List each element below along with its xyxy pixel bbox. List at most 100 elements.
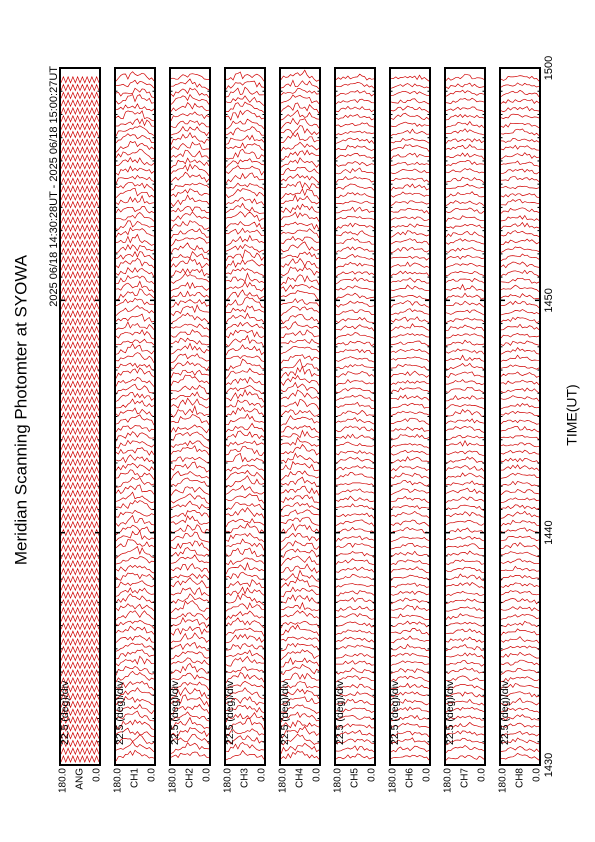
trace — [60, 130, 100, 139]
panel: 22.5 (deg)/div 180.0 0.0 CH2 — [168, 67, 213, 793]
trace — [335, 356, 375, 363]
trace — [115, 431, 155, 442]
trace — [60, 224, 100, 233]
trace — [225, 672, 265, 684]
trace — [115, 244, 155, 254]
trace — [280, 306, 320, 317]
trace — [335, 409, 374, 418]
trace — [500, 128, 540, 136]
trace — [390, 745, 430, 753]
trace — [500, 582, 540, 588]
trace — [500, 676, 540, 682]
trace — [225, 95, 265, 106]
trace — [115, 524, 155, 536]
trace — [390, 668, 430, 674]
trace — [335, 370, 375, 378]
trace — [115, 680, 155, 691]
trace — [280, 289, 320, 302]
trace — [115, 392, 155, 402]
trace — [225, 321, 265, 331]
trace — [445, 394, 485, 402]
trace — [170, 163, 210, 177]
trace — [115, 499, 155, 511]
trace — [390, 550, 430, 558]
trace — [500, 284, 540, 292]
trace — [500, 752, 540, 761]
trace — [500, 387, 540, 394]
trace — [225, 680, 265, 689]
trace — [225, 158, 265, 168]
trace — [60, 122, 100, 131]
trace — [170, 397, 210, 409]
trace — [390, 754, 430, 761]
trace — [170, 515, 210, 525]
trace — [445, 215, 485, 222]
trace — [335, 605, 375, 612]
trace — [445, 465, 485, 472]
trace — [60, 388, 100, 397]
trace — [445, 573, 485, 582]
trace — [390, 480, 430, 487]
trace — [170, 577, 210, 589]
trace — [390, 105, 430, 113]
trace — [335, 167, 375, 175]
trace — [445, 333, 485, 339]
trace — [170, 242, 210, 254]
trace — [115, 734, 155, 745]
trace — [115, 696, 155, 706]
trace — [390, 300, 430, 308]
trace — [390, 433, 430, 440]
trace — [500, 106, 540, 113]
trace — [500, 575, 540, 581]
trace — [280, 149, 320, 161]
trace — [390, 295, 430, 300]
trace — [390, 121, 430, 127]
trace — [115, 719, 155, 730]
trace — [60, 731, 100, 740]
trace — [170, 431, 210, 442]
trace — [390, 323, 430, 332]
trace — [500, 410, 540, 417]
trace — [390, 574, 430, 581]
trace — [115, 454, 155, 464]
trace — [170, 369, 210, 378]
trace — [500, 628, 540, 636]
trace — [225, 142, 265, 151]
trace — [335, 113, 375, 121]
trace — [60, 349, 100, 357]
trace — [335, 753, 375, 760]
trace — [390, 223, 430, 228]
trace — [280, 532, 320, 543]
trace — [225, 422, 265, 433]
trace — [445, 706, 485, 713]
trace — [500, 480, 540, 487]
trace — [170, 424, 210, 434]
bottom-label: 0.0 — [532, 768, 543, 782]
trace — [445, 89, 485, 97]
trace — [60, 513, 100, 521]
trace — [445, 598, 485, 604]
trace — [60, 208, 100, 217]
trace — [60, 520, 100, 529]
trace — [390, 363, 430, 371]
trace — [335, 698, 375, 706]
trace — [281, 132, 319, 143]
trace — [225, 249, 265, 261]
trace — [115, 133, 155, 144]
trace — [115, 187, 155, 198]
trace — [445, 566, 485, 573]
trace — [170, 414, 210, 425]
trace — [60, 247, 100, 256]
trace — [225, 593, 265, 606]
trace — [445, 159, 485, 166]
top-label: 180.0 — [333, 768, 344, 793]
trace — [60, 83, 100, 92]
trace — [170, 353, 210, 363]
trace — [225, 610, 265, 620]
trace — [60, 700, 100, 709]
trace — [225, 334, 265, 348]
trace — [170, 741, 210, 754]
trace — [280, 221, 320, 230]
trace — [500, 651, 540, 659]
trace — [225, 367, 265, 379]
